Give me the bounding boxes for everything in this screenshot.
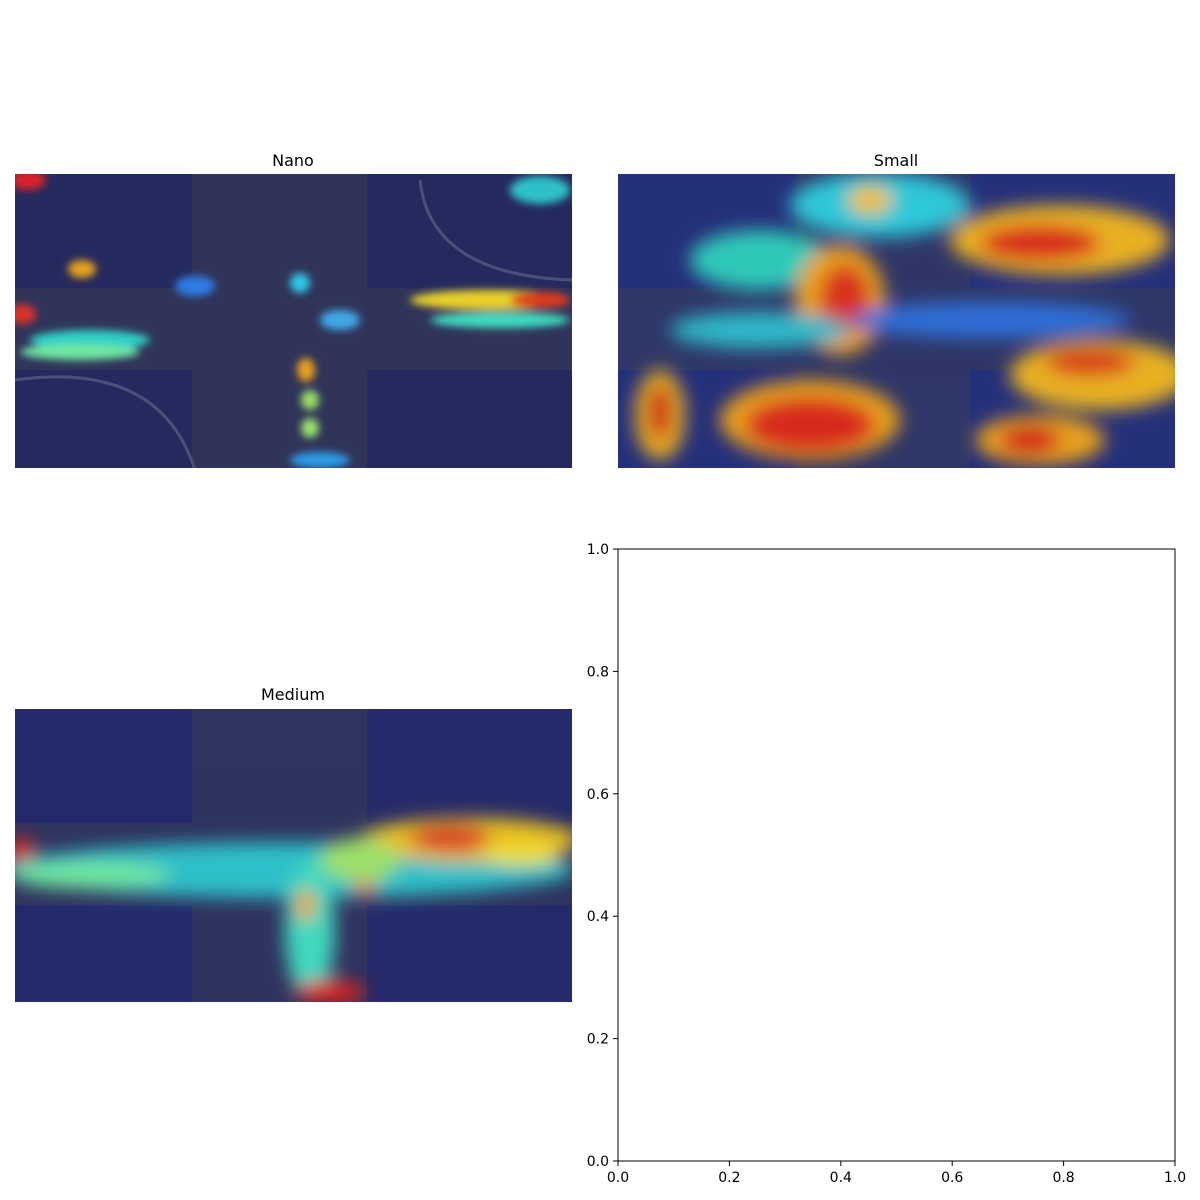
x-tick-label: 1.0 <box>1164 1170 1186 1186</box>
heatmap-nano <box>15 174 572 468</box>
y-tick-label: 0.6 <box>587 787 609 803</box>
panel-title-nano: Nano <box>272 151 314 170</box>
x-tick-label: 0.6 <box>941 1170 963 1186</box>
y-axis-ticks: 0.0 0.2 0.4 0.6 0.8 1.0 <box>587 542 618 1170</box>
y-tick-label: 0.4 <box>587 909 609 925</box>
panel-title-small: Small <box>874 151 918 170</box>
heat-layer <box>15 174 570 468</box>
x-axis-ticks: 0.0 0.2 0.4 0.6 0.8 1.0 <box>607 1161 1186 1186</box>
x-tick-label: 0.4 <box>830 1170 852 1186</box>
y-tick-label: 1.0 <box>587 542 609 558</box>
heat-layer <box>635 174 1175 465</box>
x-tick-label: 0.0 <box>607 1170 629 1186</box>
x-tick-label: 0.2 <box>718 1170 740 1186</box>
axes-frame <box>617 548 1176 1162</box>
y-tick-label: 0.0 <box>587 1154 609 1170</box>
empty-axes: 0.0 0.2 0.4 0.6 0.8 1.0 0.0 0.2 0.4 0.6 0.8 1.0 <box>587 542 1186 1186</box>
y-tick-label: 0.8 <box>587 664 609 680</box>
heatmap-small <box>618 174 1175 468</box>
x-tick-label: 0.8 <box>1052 1170 1074 1186</box>
heat-layer <box>15 818 572 1002</box>
y-tick-label: 0.2 <box>587 1032 609 1048</box>
heatmap-medium <box>15 709 572 1002</box>
panel-title-medium: Medium <box>261 685 325 704</box>
